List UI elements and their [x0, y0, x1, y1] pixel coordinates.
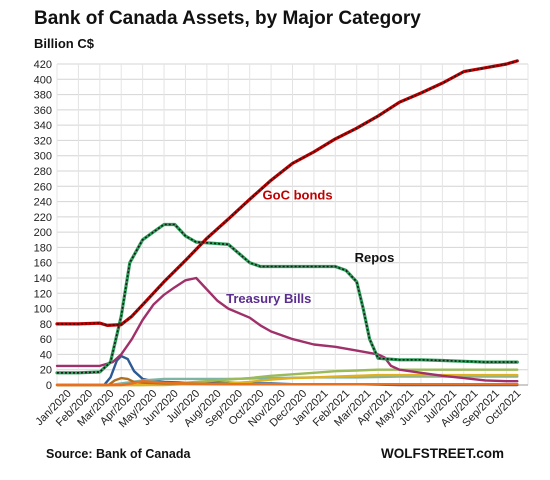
- source-note: Source: Bank of Canada: [46, 447, 191, 461]
- y-tick-label: 400: [34, 74, 52, 86]
- y-tick-label: 200: [34, 227, 52, 239]
- chart-title: Bank of Canada Assets, by Major Category: [34, 8, 421, 29]
- y-tick-label: 40: [40, 349, 52, 361]
- y-tick-label: 120: [34, 288, 52, 300]
- brand-watermark: WOLFSTREET.com: [380, 446, 504, 461]
- series-line-treasury-bills: [55, 276, 519, 383]
- series-line-repos: [57, 223, 518, 374]
- y-tick-labels: 0 20 40 60 80 100 120 140 160 180 200 220 240 260 280 3…: [34, 59, 52, 392]
- y-tick-label: 300: [34, 151, 52, 163]
- series-label-goc-bonds: GoC bonds: [263, 187, 333, 202]
- y-tick-label: 140: [34, 273, 52, 285]
- y-tick-label: 100: [34, 304, 52, 316]
- series-label-treasury-bills: Treasury Bills: [226, 291, 311, 306]
- series-line-unlabeled-8: [55, 380, 519, 387]
- y-tick-label: 280: [34, 166, 52, 178]
- y-tick-label: 260: [34, 181, 52, 193]
- y-tick-label: 240: [34, 197, 52, 209]
- y-tick-label: 160: [34, 258, 52, 270]
- y-tick-label: 60: [40, 334, 52, 346]
- series-lines: [55, 59, 519, 387]
- y-tick-label: 320: [34, 135, 52, 147]
- series-labels: Treasury Bills Repos GoC bonds: [226, 187, 394, 306]
- y-tick-label: 180: [34, 242, 52, 254]
- series-line-goc-bonds: [57, 60, 518, 327]
- y-tick-label: 380: [34, 90, 52, 102]
- y-tick-label: 0: [46, 380, 52, 392]
- x-tick-labels: Jan/2020Feb/2020Mar/2020Apr/2020May/2020…: [33, 388, 523, 431]
- y-axis-unit-label: Billion C$: [34, 36, 94, 51]
- y-tick-label: 360: [34, 105, 52, 117]
- gridlines: [56, 63, 529, 386]
- y-tick-label: 20: [40, 365, 52, 377]
- y-tick-label: 220: [34, 212, 52, 224]
- y-tick-label: 420: [34, 59, 52, 71]
- y-tick-label: 340: [34, 120, 52, 132]
- series-label-repos: Repos: [355, 250, 395, 265]
- y-tick-label: 80: [40, 319, 52, 331]
